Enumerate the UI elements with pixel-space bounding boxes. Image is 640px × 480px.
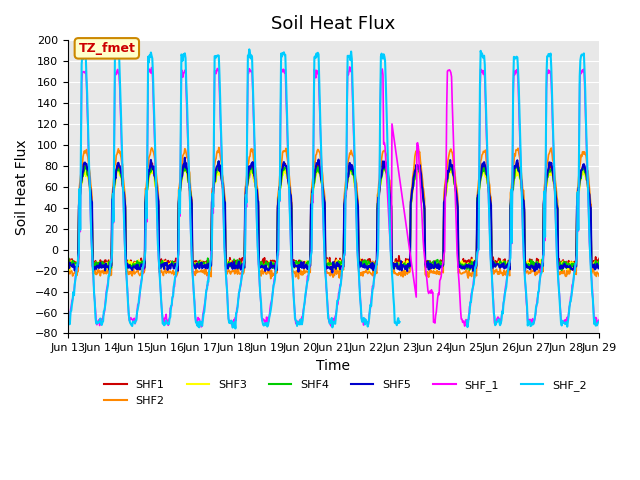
- SHF5: [271, 266, 279, 272]
- SHF_1: [198, 324, 205, 330]
- SHF_1: [251, 153, 259, 158]
- SHF5: [595, 264, 603, 270]
- Line: SHF1: SHF1: [68, 163, 599, 268]
- Line: SHF_2: SHF_2: [68, 49, 599, 328]
- SHF_2: [250, 122, 258, 128]
- SHF3: [389, 261, 397, 267]
- Y-axis label: Soil Heat Flux: Soil Heat Flux: [15, 139, 29, 235]
- SHF3: [251, 180, 259, 185]
- SHF4: [225, 259, 232, 265]
- SHF2: [595, 273, 603, 279]
- SHF4: [251, 172, 259, 178]
- SHF5: [251, 176, 259, 181]
- SHF_2: [224, 304, 232, 310]
- SHF4: [419, 188, 426, 194]
- Line: SHF5: SHF5: [68, 158, 599, 273]
- SHF1: [251, 172, 259, 178]
- SHF1: [64, 258, 72, 264]
- Legend: SHF1, SHF2, SHF3, SHF4, SHF5, SHF_1, SHF_2: SHF1, SHF2, SHF3, SHF4, SHF5, SHF_1, SHF…: [100, 376, 591, 410]
- SHF3: [595, 261, 603, 267]
- X-axis label: Time: Time: [316, 359, 351, 373]
- SHF4: [126, 262, 134, 267]
- SHF1: [419, 188, 426, 194]
- SHF3: [64, 260, 72, 266]
- SHF_1: [64, 319, 72, 325]
- SHF2: [390, 269, 397, 275]
- SHF5: [328, 270, 336, 276]
- SHF3: [419, 196, 427, 202]
- SHF3: [247, 165, 255, 170]
- SHF2: [126, 271, 134, 277]
- SHF_2: [270, 280, 278, 286]
- SHF_2: [388, 271, 396, 276]
- SHF_2: [126, 320, 134, 325]
- SHF4: [595, 258, 603, 264]
- SHF1: [225, 259, 232, 265]
- SHF4: [271, 264, 279, 270]
- SHF5: [64, 263, 72, 269]
- Title: Soil Heat Flux: Soil Heat Flux: [271, 15, 396, 33]
- SHF3: [402, 268, 410, 274]
- Text: TZ_fmet: TZ_fmet: [79, 42, 135, 55]
- SHF2: [294, 276, 302, 282]
- SHF_1: [271, 274, 279, 279]
- SHF1: [595, 256, 603, 262]
- SHF2: [419, 184, 427, 190]
- SHF4: [64, 257, 72, 263]
- Line: SHF_1: SHF_1: [68, 67, 599, 327]
- Line: SHF4: SHF4: [68, 162, 599, 270]
- SHF_1: [419, 237, 427, 243]
- SHF3: [271, 261, 279, 266]
- SHF_2: [64, 319, 72, 324]
- SHF4: [389, 264, 397, 270]
- SHF2: [215, 144, 223, 150]
- SHF1: [127, 257, 134, 263]
- SHF4: [214, 159, 222, 165]
- Line: SHF2: SHF2: [68, 147, 599, 279]
- SHF2: [251, 162, 259, 168]
- SHF_1: [390, 131, 397, 137]
- SHF_2: [595, 319, 603, 324]
- SHF_1: [346, 64, 353, 70]
- SHF5: [390, 262, 397, 267]
- Line: SHF3: SHF3: [68, 168, 599, 271]
- SHF4: [558, 267, 566, 273]
- SHF5: [181, 155, 189, 161]
- SHF_1: [595, 317, 603, 323]
- SHF1: [271, 258, 279, 264]
- SHF1: [527, 265, 534, 271]
- SHF2: [225, 267, 232, 273]
- SHF_1: [225, 315, 232, 321]
- SHF3: [126, 263, 134, 268]
- SHF1: [115, 160, 122, 166]
- SHF1: [389, 261, 397, 266]
- SHF2: [64, 271, 72, 277]
- SHF5: [126, 264, 134, 270]
- SHF2: [271, 267, 279, 273]
- SHF_1: [126, 317, 134, 323]
- SHF3: [224, 262, 232, 267]
- SHF5: [419, 195, 427, 201]
- SHF5: [225, 261, 232, 267]
